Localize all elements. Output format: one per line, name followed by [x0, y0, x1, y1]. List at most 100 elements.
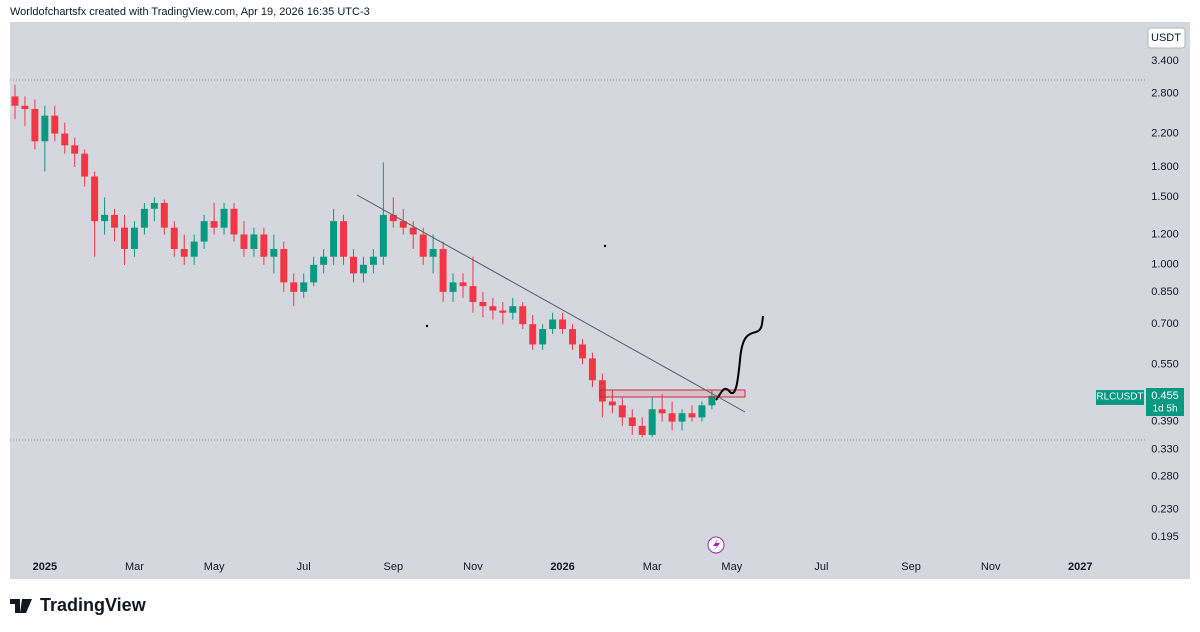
- candle-body: [549, 319, 557, 330]
- y-tick-label: 2.800: [1151, 87, 1179, 99]
- resistance-box: [599, 389, 746, 398]
- y-tick-label: 0.330: [1151, 443, 1179, 455]
- last-price: 0.455: [1151, 390, 1179, 402]
- projection-curve: [715, 315, 764, 401]
- candle-body: [140, 208, 148, 228]
- candle-body: [280, 248, 288, 283]
- candle-body: [628, 417, 636, 426]
- candle-body: [91, 176, 99, 222]
- y-tick-label: 1.500: [1151, 191, 1179, 203]
- candle-body: [618, 405, 626, 418]
- candle-body: [539, 329, 547, 345]
- candle-body: [389, 214, 397, 222]
- candle-body: [419, 234, 427, 257]
- candle-body: [459, 282, 467, 287]
- y-tick-label: 0.195: [1151, 531, 1179, 543]
- candle-body: [708, 395, 716, 406]
- y-tick-label: 0.700: [1151, 318, 1179, 330]
- candle-body: [260, 234, 268, 257]
- plot-area: [10, 22, 1145, 555]
- y-tick-label: 0.550: [1151, 358, 1179, 370]
- candle-body: [638, 425, 646, 435]
- last-price-tag: [1146, 388, 1184, 416]
- candle-body: [409, 227, 417, 235]
- candle-body: [270, 248, 278, 257]
- candle-body: [379, 214, 387, 257]
- candle-body: [11, 96, 19, 106]
- x-tick-label: Sep: [384, 561, 404, 573]
- y-tick-label: 0.230: [1151, 503, 1179, 515]
- y-tick-label: 2.200: [1151, 127, 1179, 139]
- candle-body: [648, 409, 656, 435]
- candle-body: [180, 248, 188, 257]
- countdown: 1d 5h: [1152, 404, 1177, 415]
- candle-body: [320, 256, 328, 265]
- y-tick-label: 1.000: [1151, 259, 1179, 271]
- candle-body: [499, 310, 507, 313]
- x-tick-label: 2027: [1068, 561, 1092, 573]
- candle-body: [160, 202, 168, 228]
- candle-body: [150, 202, 158, 209]
- candle-body: [31, 108, 39, 142]
- candle-body: [170, 227, 178, 249]
- candle-body: [569, 329, 577, 345]
- header-text: Worldofchartsfx created with TradingView…: [10, 6, 370, 18]
- candle-body: [300, 282, 308, 292]
- candle-body: [190, 241, 198, 257]
- candle-body: [519, 306, 527, 325]
- candle-body: [588, 358, 596, 381]
- x-tick-label: Sep: [901, 561, 921, 573]
- x-tick-label: May: [721, 561, 742, 573]
- x-tick-label: 2025: [33, 561, 57, 573]
- y-tick-label: 1.800: [1151, 161, 1179, 173]
- candle-body: [310, 264, 318, 283]
- brand-name: TradingView: [40, 595, 147, 615]
- event-bolt: [713, 539, 720, 551]
- candle-body: [250, 234, 258, 249]
- x-tick-label: Nov: [463, 561, 483, 573]
- candle-body: [200, 221, 208, 242]
- x-tick-label: 2026: [550, 561, 574, 573]
- candle-body: [240, 234, 248, 249]
- candles: [11, 84, 716, 438]
- candle-body: [210, 221, 218, 228]
- candle-body: [449, 282, 457, 292]
- time-axis: [10, 555, 1190, 579]
- y-tick-label: 0.850: [1151, 286, 1179, 298]
- y-tick-label: 3.400: [1151, 55, 1179, 67]
- symbol-label: RLCUSDT: [1096, 392, 1143, 403]
- x-tick-label: Nov: [981, 561, 1001, 573]
- candle-body: [71, 145, 79, 154]
- candle-body: [578, 344, 586, 359]
- candle-body: [678, 413, 686, 422]
- candle-body: [369, 256, 377, 265]
- candle-body: [479, 301, 487, 307]
- candle-body: [51, 115, 59, 134]
- candle-body: [330, 221, 338, 257]
- x-tick-label: Mar: [643, 561, 662, 573]
- x-tick-label: Jul: [297, 561, 311, 573]
- candle-body: [121, 227, 128, 249]
- x-tick-label: Mar: [125, 561, 144, 573]
- symbol-tag: [1096, 390, 1144, 405]
- candle-body: [489, 306, 497, 311]
- candle-body: [111, 214, 119, 228]
- candle-body: [130, 227, 138, 249]
- candle-body: [509, 306, 517, 313]
- y-tick-label: 0.390: [1151, 415, 1179, 427]
- brand-logo: [10, 599, 32, 613]
- candle-body: [658, 409, 666, 414]
- trend-line: [356, 194, 746, 413]
- candle-body: [529, 324, 537, 345]
- candle-body: [220, 208, 228, 228]
- currency-label: USDT: [1151, 32, 1181, 44]
- candle-body: [698, 405, 706, 418]
- candle-body: [101, 214, 109, 222]
- candle-body: [608, 401, 616, 406]
- currency-button[interactable]: [1147, 27, 1186, 49]
- y-tick-label: 1.200: [1151, 228, 1179, 240]
- price-axis: [1145, 22, 1190, 555]
- candle-body: [429, 248, 437, 257]
